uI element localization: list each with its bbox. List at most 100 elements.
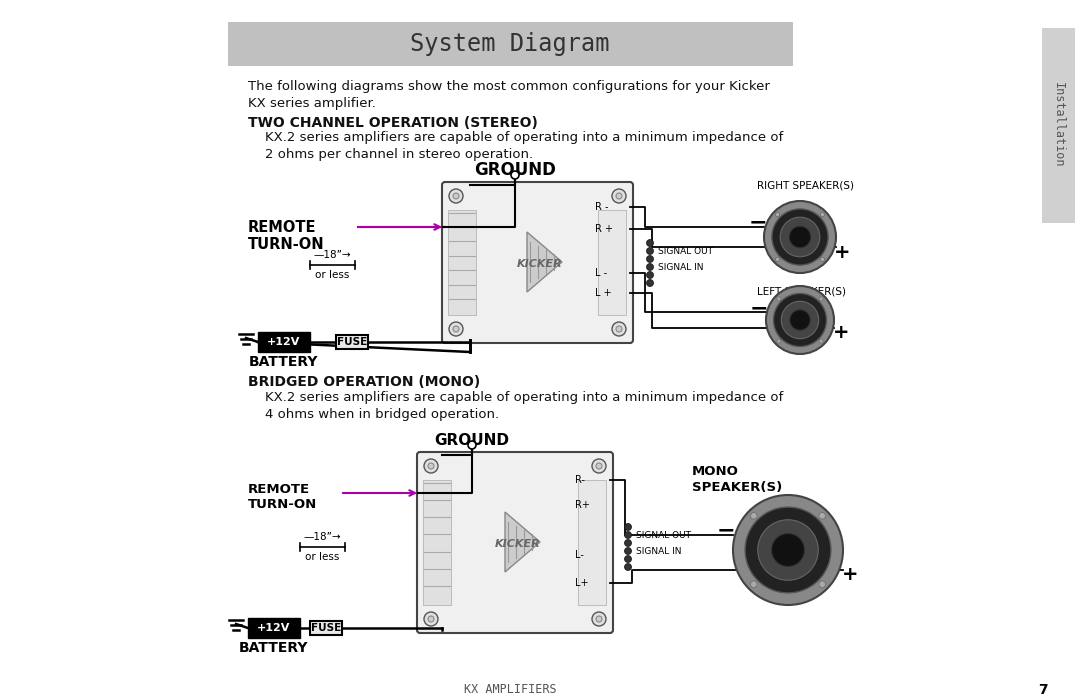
Bar	[448, 210, 476, 315]
Circle shape	[468, 441, 476, 449]
Circle shape	[612, 322, 626, 336]
Circle shape	[819, 339, 823, 343]
Text: +: +	[841, 565, 859, 584]
Circle shape	[647, 239, 653, 246]
Circle shape	[819, 581, 825, 588]
Text: L -: L -	[595, 268, 607, 278]
Circle shape	[592, 612, 606, 626]
Circle shape	[428, 616, 434, 622]
Text: or less: or less	[314, 270, 349, 280]
Circle shape	[772, 209, 828, 265]
Circle shape	[781, 302, 819, 339]
Bar	[423, 480, 451, 605]
Bar	[578, 480, 606, 605]
FancyBboxPatch shape	[417, 452, 613, 633]
Circle shape	[745, 507, 831, 593]
Text: −: −	[717, 520, 735, 540]
Bar	[336, 335, 368, 349]
Text: BATTERY: BATTERY	[240, 641, 309, 655]
Bar	[598, 210, 626, 315]
Circle shape	[592, 459, 606, 473]
Text: KICKER: KICKER	[495, 539, 541, 549]
Text: L-: L-	[575, 550, 584, 560]
Circle shape	[751, 512, 757, 519]
Text: L +: L +	[595, 288, 611, 298]
Circle shape	[511, 171, 519, 179]
Text: KX.2 series amplifiers are capable of operating into a minimum impedance of
    : KX.2 series amplifiers are capable of op…	[248, 391, 783, 421]
Circle shape	[596, 463, 602, 469]
Circle shape	[764, 201, 836, 273]
Circle shape	[789, 226, 811, 248]
Text: BATTERY: BATTERY	[249, 355, 319, 369]
Circle shape	[596, 616, 602, 622]
Circle shape	[777, 339, 781, 343]
Circle shape	[733, 495, 843, 605]
Text: LEFT SPEAKER(S): LEFT SPEAKER(S)	[757, 287, 846, 297]
Text: TWO CHANNEL OPERATION (STEREO): TWO CHANNEL OPERATION (STEREO)	[248, 116, 538, 130]
Circle shape	[624, 556, 632, 563]
Text: SIGNAL OUT: SIGNAL OUT	[658, 248, 713, 256]
Text: The following diagrams show the most common configurations for your Kicker
KX se: The following diagrams show the most com…	[248, 80, 770, 110]
Text: SIGNAL OUT: SIGNAL OUT	[636, 530, 691, 540]
Circle shape	[624, 563, 632, 570]
Text: +12V: +12V	[268, 337, 300, 347]
Text: REMOTE
TURN-ON: REMOTE TURN-ON	[248, 220, 325, 253]
Circle shape	[624, 540, 632, 547]
Circle shape	[647, 264, 653, 271]
Circle shape	[612, 189, 626, 203]
Text: FUSE: FUSE	[337, 337, 367, 347]
Circle shape	[624, 531, 632, 538]
Text: SIGNAL IN: SIGNAL IN	[658, 262, 703, 272]
Circle shape	[775, 258, 780, 262]
Circle shape	[624, 524, 632, 530]
Circle shape	[647, 255, 653, 262]
Bar	[310, 621, 342, 635]
Circle shape	[766, 286, 834, 354]
Bar	[248, 618, 300, 638]
Circle shape	[616, 326, 622, 332]
Text: KX AMPLIFIERS: KX AMPLIFIERS	[463, 683, 556, 696]
Circle shape	[780, 217, 820, 257]
Text: Installation: Installation	[1052, 82, 1065, 168]
FancyBboxPatch shape	[442, 182, 633, 343]
Circle shape	[647, 272, 653, 279]
Text: R +: R +	[595, 224, 613, 234]
Circle shape	[820, 258, 824, 262]
Text: BRIDGED OPERATION (MONO): BRIDGED OPERATION (MONO)	[248, 375, 481, 389]
Circle shape	[424, 612, 438, 626]
Text: System Diagram: System Diagram	[410, 32, 610, 56]
Text: KX.2 series amplifiers are capable of operating into a minimum impedance of
    : KX.2 series amplifiers are capable of op…	[248, 131, 783, 161]
Circle shape	[449, 189, 463, 203]
Text: L+: L+	[575, 578, 589, 588]
Text: R+: R+	[575, 500, 590, 510]
Circle shape	[424, 459, 438, 473]
Circle shape	[624, 547, 632, 554]
Text: RIGHT SPEAKER(S): RIGHT SPEAKER(S)	[757, 180, 854, 190]
Text: −: −	[748, 212, 767, 232]
Text: or less: or less	[305, 552, 339, 562]
Circle shape	[453, 326, 459, 332]
Polygon shape	[527, 232, 562, 292]
Circle shape	[819, 512, 825, 519]
Text: —18”→: —18”→	[303, 532, 341, 542]
Text: —18”→: —18”→	[313, 250, 351, 260]
Bar	[1042, 28, 1075, 223]
Text: MONO
SPEAKER(S): MONO SPEAKER(S)	[692, 465, 782, 494]
Text: −: −	[750, 298, 768, 318]
Text: +: +	[834, 242, 850, 262]
Text: GROUND: GROUND	[434, 433, 510, 448]
Circle shape	[616, 193, 622, 199]
Circle shape	[453, 193, 459, 199]
Circle shape	[428, 463, 434, 469]
Circle shape	[751, 581, 757, 588]
Circle shape	[777, 297, 781, 301]
Text: +12V: +12V	[257, 623, 291, 633]
Circle shape	[647, 248, 653, 255]
Circle shape	[647, 279, 653, 286]
Text: REMOTE
TURN-ON: REMOTE TURN-ON	[248, 483, 318, 511]
Text: R-: R-	[575, 475, 585, 485]
Circle shape	[819, 297, 823, 301]
Text: R -: R -	[595, 202, 608, 212]
Text: GROUND: GROUND	[474, 161, 556, 179]
Circle shape	[775, 212, 780, 217]
